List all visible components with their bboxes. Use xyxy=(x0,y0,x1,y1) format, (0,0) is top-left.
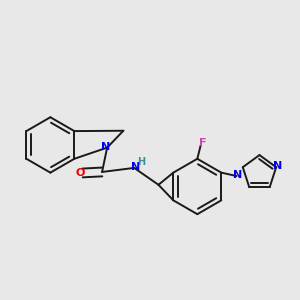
Text: N: N xyxy=(101,142,110,152)
Text: N: N xyxy=(273,161,283,171)
Text: N: N xyxy=(233,170,242,180)
Text: F: F xyxy=(199,138,206,148)
Text: H: H xyxy=(137,158,146,167)
Text: N: N xyxy=(131,162,140,172)
Text: O: O xyxy=(75,168,85,178)
